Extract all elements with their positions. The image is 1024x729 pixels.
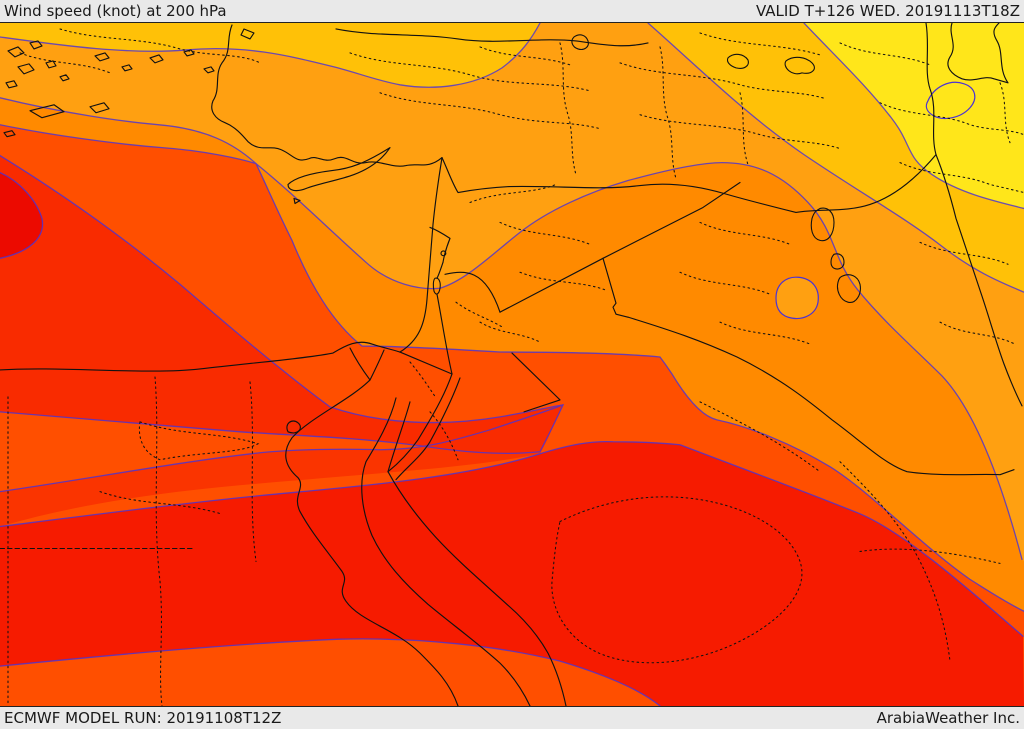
turkey-iran-border-north xyxy=(925,23,937,156)
contour-darkorange-nw-edges xyxy=(0,97,257,165)
contour-amber-right-edge xyxy=(647,23,1024,293)
syria-iraq-east-segment xyxy=(602,257,629,318)
map-canvas xyxy=(0,22,1024,707)
band-yellow xyxy=(804,23,1024,209)
contour-red-band-edge xyxy=(0,404,564,493)
band-vermillion-bottom xyxy=(0,638,660,706)
band-red-upper-mass xyxy=(0,155,563,454)
jordan-admin-dots xyxy=(455,301,541,343)
contour-red-upper-mass-edge xyxy=(0,154,565,454)
fayum-loop xyxy=(286,420,301,434)
contour-deep-red-core-edge xyxy=(0,171,44,259)
map-title: Wind speed (knot) at 200 hPa xyxy=(4,2,227,20)
iran-admin-dots xyxy=(879,82,1024,345)
greece-admin-dots xyxy=(19,28,261,74)
contour-darkorange-main-edge xyxy=(255,161,1024,612)
gulf-of-suez-west-bank xyxy=(361,397,531,706)
iraq-lakes xyxy=(810,207,861,303)
band-darkorange-nw xyxy=(0,97,256,164)
cyprus-island xyxy=(287,147,391,205)
turkey-west-south-coast xyxy=(211,24,443,167)
band-red-south-jet xyxy=(0,441,1024,706)
israel-jordan-araba xyxy=(436,261,453,375)
syria-jordan-border xyxy=(444,271,501,313)
wind-speed-map xyxy=(0,23,1024,706)
band-deep-red-core xyxy=(0,172,43,259)
turkey-north-coast xyxy=(335,28,649,47)
band-red-middle xyxy=(0,404,563,527)
gulf-of-aqaba xyxy=(387,373,461,481)
islands-and-lakes xyxy=(3,28,861,303)
header-bar: Wind speed (knot) at 200 hPa VALID T+126… xyxy=(0,0,1024,22)
aegean-islands xyxy=(3,28,255,138)
model-run-label: ECMWF MODEL RUN: 20191108T12Z xyxy=(4,709,282,727)
sea-of-galilee xyxy=(440,250,447,257)
egypt-israel-border xyxy=(399,351,453,375)
band-darkorange-main xyxy=(256,162,1024,612)
syria-iraq-jordan-diagonal xyxy=(499,181,741,313)
iraq-admin-dots xyxy=(679,221,811,345)
contour-bottom-vermillion-edge xyxy=(0,638,661,706)
dead-sea xyxy=(432,277,441,295)
egypt-admin-dots xyxy=(7,361,459,706)
nile-delta xyxy=(349,347,385,381)
isotach-contour-lines xyxy=(0,23,1024,706)
levant-coast xyxy=(399,157,443,353)
valid-time-label: VALID T+126 WED. 20191113T18Z xyxy=(755,2,1020,20)
footer-bar: ECMWF MODEL RUN: 20191108T12Z ArabiaWeat… xyxy=(0,707,1024,729)
caspian-sw-coast xyxy=(947,23,1009,84)
band-amber-right xyxy=(648,23,1024,293)
contour-amber-left-edge xyxy=(0,23,541,88)
syria-admin-dots xyxy=(469,184,607,291)
iran-iraq-border xyxy=(935,154,1023,407)
band-amber-left xyxy=(0,23,540,88)
red-sea-east-bank xyxy=(387,471,567,706)
band-yellow-enclosed-blob xyxy=(925,81,976,120)
branding-label: ArabiaWeather Inc. xyxy=(876,709,1020,727)
band-orange-enclosed-blob xyxy=(775,276,819,320)
nile-river xyxy=(285,379,459,706)
admin-boundaries-dotted xyxy=(0,28,1024,706)
lake-urmia xyxy=(726,53,749,69)
jordan-saudi-border xyxy=(511,352,561,413)
turkey-syria-iraq-border xyxy=(441,154,937,214)
lake-van xyxy=(784,56,815,75)
contour-red-jet-edge xyxy=(0,440,1024,637)
iraq-saudi-border xyxy=(627,316,1015,476)
egypt-north-coast xyxy=(0,341,401,372)
contour-yellow-edge xyxy=(803,23,1024,210)
turkey-admin-dots xyxy=(349,42,841,180)
caucasus-dots xyxy=(699,32,931,66)
gulf-of-suez-east-bank-sinai xyxy=(387,401,411,473)
country-borders xyxy=(0,23,1023,706)
wind-speed-bands xyxy=(0,23,1024,706)
lake-tuz xyxy=(571,34,589,50)
